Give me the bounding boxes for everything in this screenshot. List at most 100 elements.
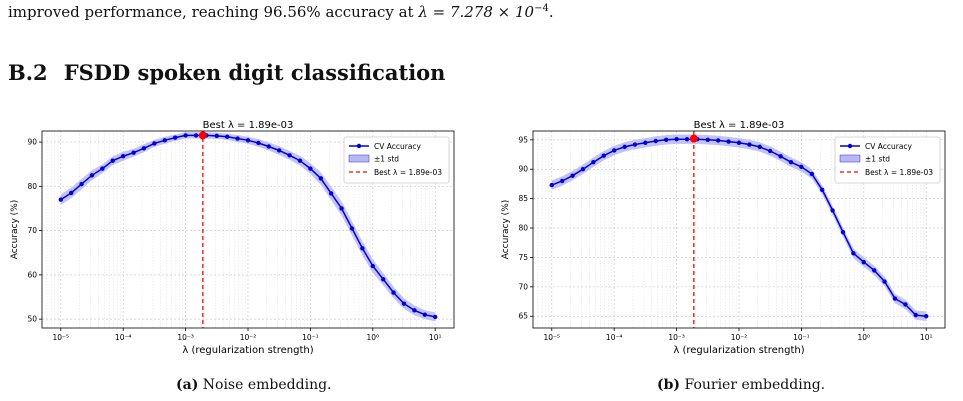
- data-point: [903, 302, 908, 307]
- legend-label-best: Best λ = 1.89e-03: [374, 168, 442, 177]
- data-point: [570, 173, 575, 178]
- legend-label-best: Best λ = 1.89e-03: [865, 168, 933, 177]
- y-axis-label: Accuracy (%): [501, 200, 511, 260]
- y-axis-label: Accuracy (%): [10, 200, 20, 260]
- std-band: [60, 132, 436, 322]
- x-tick-label: 10⁻¹: [302, 333, 319, 342]
- legend-point-swatch: [847, 143, 853, 149]
- data-point: [757, 144, 762, 150]
- x-axis-label: λ (regularization strength): [182, 345, 313, 356]
- y-tick-label: 90: [27, 138, 37, 147]
- legend: CV Accuracy ±1 std Best λ = 1.89e-03: [343, 136, 450, 184]
- accuracy-chart-fourier: 10⁻⁵ 10⁻⁴ 10⁻³ 10⁻² 10⁻¹ 10⁰ 10¹ 65 70 75 80 85 90 95…: [501, 120, 946, 356]
- x-axis-label: λ (regularization strength): [673, 345, 804, 356]
- legend-label-cv: CV Accuracy: [865, 142, 913, 151]
- data-point: [401, 301, 407, 306]
- data-point: [276, 148, 282, 153]
- caption-noise: (a) Noise embedding.: [176, 377, 332, 393]
- data-point: [381, 277, 386, 282]
- data-point: [799, 164, 804, 170]
- data-point: [152, 141, 157, 146]
- data-point: [287, 153, 292, 158]
- data-point: [622, 144, 627, 150]
- data-point: [549, 182, 554, 188]
- x-tick-label: 10⁻³: [668, 333, 685, 342]
- data-point: [684, 137, 690, 142]
- data-point: [778, 154, 783, 159]
- data-point: [79, 181, 84, 187]
- data-point: [851, 251, 856, 256]
- data-point: [214, 133, 219, 139]
- data-point: [830, 208, 835, 213]
- y-tick-label: 70: [27, 226, 37, 235]
- data-point: [726, 139, 731, 144]
- data-point: [632, 142, 638, 147]
- x-tick-label: 10⁰: [858, 333, 871, 342]
- data-point: [653, 138, 658, 144]
- x-tick-label: 10⁻⁵: [544, 333, 561, 342]
- y-tick-label: 70: [518, 282, 528, 291]
- data-point: [924, 314, 929, 319]
- y-tick-label: 60: [27, 270, 37, 279]
- data-point: [183, 133, 188, 138]
- y-tick-label: 95: [518, 135, 528, 144]
- data-point: [245, 138, 251, 143]
- y-tick-label: 85: [518, 194, 528, 203]
- x-tick-label: 10⁻¹: [793, 333, 810, 342]
- data-point: [840, 229, 846, 235]
- data-point: [809, 171, 815, 177]
- data-point: [339, 206, 344, 211]
- data-point: [256, 140, 261, 146]
- data-point: [422, 312, 428, 317]
- data-point: [110, 158, 115, 163]
- data-point: [131, 150, 136, 155]
- data-point: [193, 133, 199, 138]
- legend-point-swatch: [356, 143, 362, 149]
- data-point: [747, 142, 752, 147]
- best-point: [689, 134, 698, 143]
- data-point: [162, 138, 167, 143]
- legend-band-swatch: [839, 154, 861, 163]
- data-point: [705, 137, 710, 143]
- data-point: [120, 154, 126, 159]
- data-point: [882, 279, 887, 284]
- data-point: [370, 263, 376, 269]
- data-point: [297, 158, 303, 163]
- data-point: [861, 259, 867, 265]
- data-point: [89, 173, 95, 178]
- data-point: [580, 167, 586, 172]
- section-heading: B.2 FSDD spoken digit classification: [8, 60, 445, 85]
- data-point: [674, 137, 679, 142]
- data-point: [69, 190, 74, 196]
- data-point: [892, 296, 898, 301]
- data-point: [266, 144, 271, 149]
- data-point: [100, 166, 105, 171]
- data-point: [224, 134, 230, 139]
- x-tick-label: 10⁰: [367, 333, 380, 342]
- legend-box: [834, 136, 941, 184]
- x-tick-label: 10¹: [429, 333, 442, 342]
- figure-noise-embedding: 10⁻⁵ 10⁻⁴ 10⁻³ 10⁻² 10⁻¹ 10⁰ 10¹ 50 60 70 80 90 Best…: [6, 118, 461, 368]
- data-point: [715, 138, 721, 143]
- legend-label-std: ±1 std: [374, 155, 399, 164]
- data-point: [601, 153, 606, 158]
- chart-title: Best λ = 1.89e-03: [694, 120, 785, 131]
- data-point: [360, 246, 365, 251]
- data-point: [433, 314, 438, 320]
- x-tick-label: 10⁻²: [240, 333, 257, 342]
- intro-text: improved performance, reaching 96.56% ac…: [8, 3, 554, 21]
- data-point: [736, 140, 742, 145]
- caption-fourier: (b) Fourier embedding.: [657, 377, 826, 393]
- data-point: [788, 159, 794, 165]
- data-point: [913, 312, 919, 318]
- legend-label-std: ±1 std: [865, 155, 890, 164]
- y-tick-label: 80: [518, 224, 528, 233]
- figure-fourier-embedding: 10⁻⁵ 10⁻⁴ 10⁻³ 10⁻² 10⁻¹ 10⁰ 10¹ 65 70 75 80 85 90 95…: [497, 118, 952, 368]
- x-tick-label: 10¹: [920, 333, 933, 342]
- data-point: [235, 136, 240, 141]
- x-tick-label: 10⁻⁴: [606, 333, 623, 342]
- section-number: B.2: [8, 60, 48, 85]
- chart-title: Best λ = 1.89e-03: [203, 120, 294, 131]
- y-tick-label: 80: [27, 182, 37, 191]
- accuracy-chart-noise: 10⁻⁵ 10⁻⁴ 10⁻³ 10⁻² 10⁻¹ 10⁰ 10¹ 50 60 70 80 90 Best…: [10, 120, 455, 356]
